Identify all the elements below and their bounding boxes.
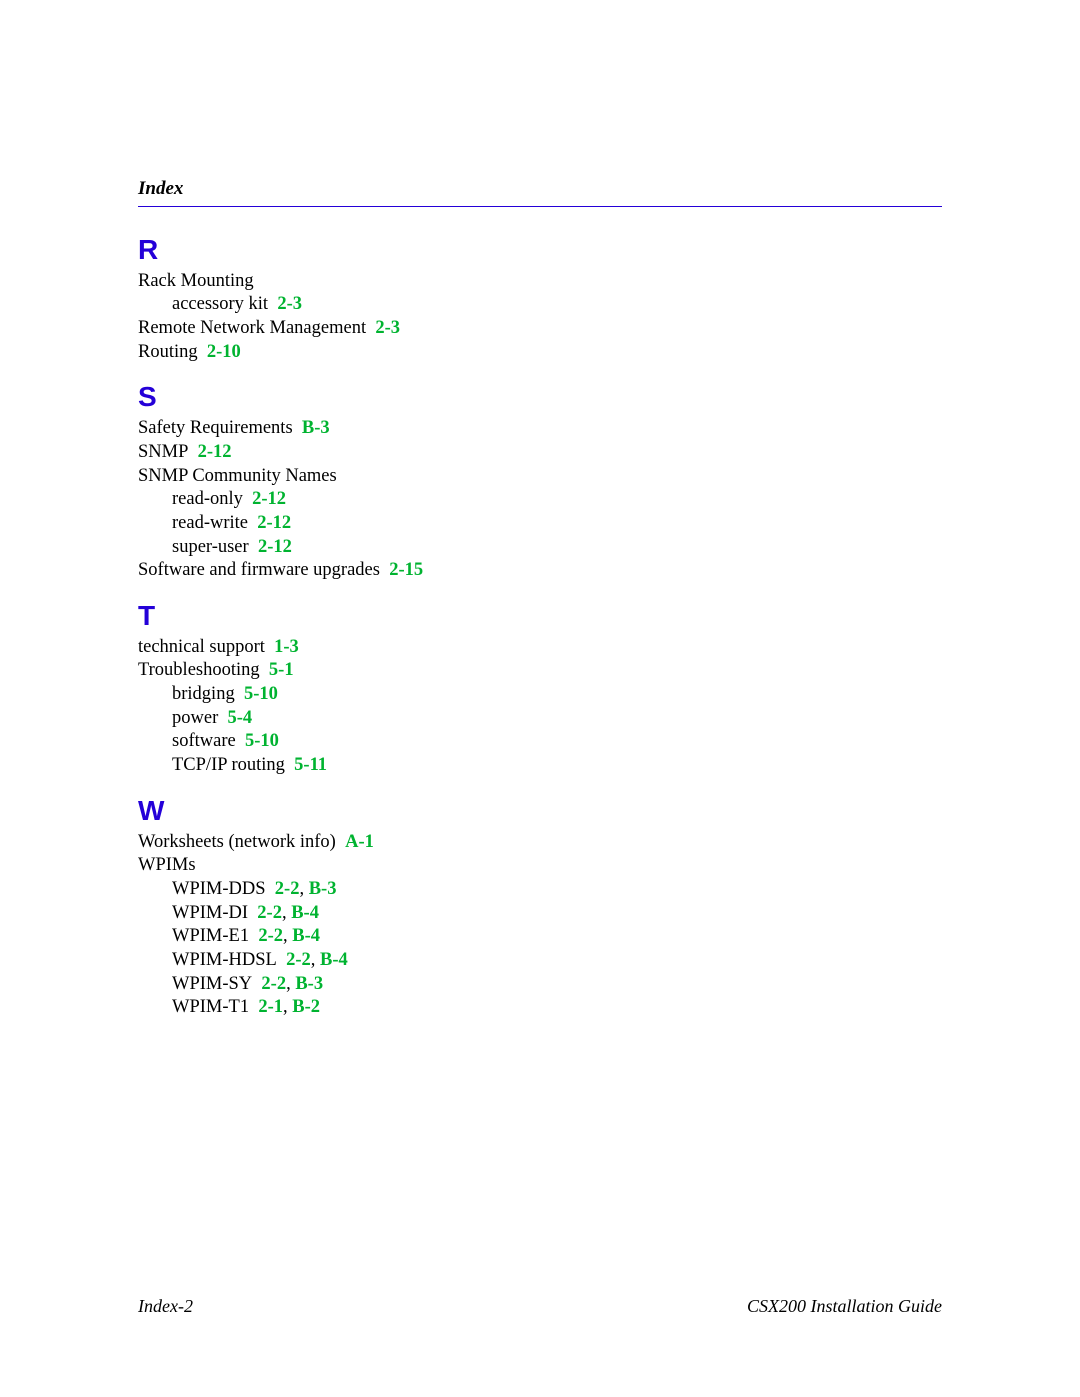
index-entry: Routing 2-10 [138, 341, 942, 365]
page-ref[interactable]: 2-10 [207, 342, 241, 362]
index-entry: read-write 2-12 [172, 512, 942, 536]
header-title: Index [138, 178, 183, 199]
entry-text: WPIMs [138, 855, 196, 875]
page-ref[interactable]: 2-12 [257, 513, 291, 533]
page-ref[interactable]: 5-1 [269, 660, 294, 680]
index-entry: TCP/IP routing 5-11 [172, 754, 942, 778]
entry-text: WPIM-SY [172, 974, 252, 994]
page-ref[interactable]: 5-10 [244, 684, 278, 704]
entry-text: read-write [172, 513, 248, 533]
page-ref[interactable]: 2-2 [261, 974, 286, 994]
index-entry: technical support 1-3 [138, 636, 942, 660]
entry-text: Safety Requirements [138, 418, 293, 438]
page-ref[interactable]: B-4 [292, 926, 320, 946]
index-body: RRack Mountingaccessory kit 2-3Remote Ne… [138, 235, 942, 1020]
index-letter: S [138, 382, 942, 413]
index-entry: bridging 5-10 [172, 683, 942, 707]
entry-text: Remote Network Management [138, 318, 366, 338]
index-entry: SNMP Community Names [138, 465, 942, 489]
entry-text: WPIM-DDS [172, 879, 266, 899]
page-ref[interactable]: 2-2 [275, 879, 300, 899]
index-entry: WPIM-DDS 2-2, B-3 [172, 878, 942, 902]
index-entry: Worksheets (network info) A-1 [138, 831, 942, 855]
entry-text: WPIM-DI [172, 903, 248, 923]
page-ref[interactable]: B-4 [291, 903, 319, 923]
page-ref[interactable]: 2-2 [258, 926, 283, 946]
entry-text: TCP/IP routing [172, 755, 285, 775]
entry-text: read-only [172, 489, 243, 509]
ref-separator: , [311, 950, 320, 970]
entry-text: WPIM-HDSL [172, 950, 277, 970]
page-ref[interactable]: 2-12 [252, 489, 286, 509]
entry-text: Software and firmware upgrades [138, 560, 380, 580]
index-entry: read-only 2-12 [172, 488, 942, 512]
page-ref[interactable]: 2-3 [277, 294, 302, 314]
page-ref[interactable]: 2-1 [258, 997, 283, 1017]
page-ref[interactable]: 2-2 [286, 950, 311, 970]
entry-text: Troubleshooting [138, 660, 260, 680]
ref-separator: , [299, 879, 308, 899]
page-ref[interactable]: 5-10 [245, 731, 279, 751]
index-entry: accessory kit 2-3 [172, 293, 942, 317]
ref-separator: , [283, 926, 292, 946]
entry-text: super-user [172, 537, 249, 557]
page-ref[interactable]: 2-15 [389, 560, 423, 580]
page-ref[interactable]: B-2 [292, 997, 320, 1017]
entry-text: SNMP [138, 442, 188, 462]
entry-text: accessory kit [172, 294, 268, 314]
page-ref[interactable]: 1-3 [274, 637, 299, 657]
index-entry: WPIM-SY 2-2, B-3 [172, 973, 942, 997]
index-entry: SNMP 2-12 [138, 441, 942, 465]
footer-right: CSX200 Installation Guide [747, 1296, 942, 1317]
entry-text: SNMP Community Names [138, 466, 337, 486]
index-entry: WPIM-E1 2-2, B-4 [172, 925, 942, 949]
page-ref[interactable]: B-4 [320, 950, 348, 970]
page: Index RRack Mountingaccessory kit 2-3Rem… [0, 0, 1080, 1020]
page-ref[interactable]: B-3 [302, 418, 330, 438]
ref-separator: , [282, 903, 291, 923]
entry-text: WPIM-T1 [172, 997, 249, 1017]
page-ref[interactable]: 2-2 [257, 903, 282, 923]
index-entry: WPIMs [138, 854, 942, 878]
index-entry: software 5-10 [172, 730, 942, 754]
page-ref[interactable]: 2-12 [258, 537, 292, 557]
ref-separator: , [286, 974, 295, 994]
index-letter: W [138, 796, 942, 827]
entry-text: bridging [172, 684, 235, 704]
index-entry: Rack Mounting [138, 270, 942, 294]
index-letter: R [138, 235, 942, 266]
page-ref[interactable]: 2-12 [198, 442, 232, 462]
index-entry: Software and firmware upgrades 2-15 [138, 559, 942, 583]
entry-text: technical support [138, 637, 265, 657]
entry-text: software [172, 731, 236, 751]
page-ref[interactable]: A-1 [345, 832, 374, 852]
index-entry: Remote Network Management 2-3 [138, 317, 942, 341]
page-footer: Index-2 CSX200 Installation Guide [138, 1296, 942, 1317]
entry-text: Routing [138, 342, 198, 362]
page-ref[interactable]: B-3 [309, 879, 337, 899]
entry-text: Worksheets (network info) [138, 832, 336, 852]
index-entry: WPIM-HDSL 2-2, B-4 [172, 949, 942, 973]
index-entry: Safety Requirements B-3 [138, 417, 942, 441]
page-header: Index [138, 178, 942, 207]
index-entry: super-user 2-12 [172, 536, 942, 560]
page-ref[interactable]: B-3 [295, 974, 323, 994]
index-letter: T [138, 601, 942, 632]
footer-left: Index-2 [138, 1296, 193, 1317]
entry-text: Rack Mounting [138, 271, 254, 291]
page-ref[interactable]: 2-3 [375, 318, 400, 338]
index-entry: WPIM-T1 2-1, B-2 [172, 996, 942, 1020]
page-ref[interactable]: 5-4 [227, 708, 252, 728]
ref-separator: , [283, 997, 292, 1017]
page-ref[interactable]: 5-11 [294, 755, 327, 775]
index-entry: WPIM-DI 2-2, B-4 [172, 902, 942, 926]
index-entry: power 5-4 [172, 707, 942, 731]
entry-text: WPIM-E1 [172, 926, 249, 946]
entry-text: power [172, 708, 218, 728]
index-entry: Troubleshooting 5-1 [138, 659, 942, 683]
